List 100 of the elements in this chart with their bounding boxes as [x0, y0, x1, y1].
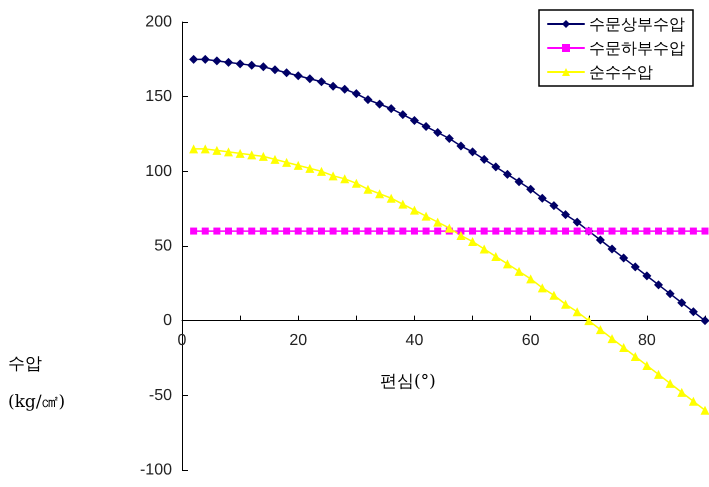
point: [247, 60, 256, 70]
legend-label: 수문상부수압: [589, 14, 685, 34]
point: [550, 228, 558, 235]
point: [632, 228, 639, 235]
x-axis-title: 편심(°): [380, 372, 436, 392]
point: [677, 388, 686, 397]
x-tick-label: 60: [522, 332, 540, 350]
point: [608, 244, 617, 254]
y-tick-label: 0: [163, 312, 172, 330]
point: [572, 307, 582, 316]
point: [386, 194, 396, 203]
point: [318, 228, 325, 235]
point: [305, 74, 314, 84]
point: [236, 148, 245, 158]
point: [468, 147, 478, 156]
point: [236, 59, 245, 68]
point: [538, 283, 547, 292]
x-tick-label: 80: [638, 332, 656, 350]
point: [352, 178, 361, 188]
point: [702, 228, 708, 235]
point: [258, 62, 268, 72]
point: [572, 218, 582, 227]
point: [596, 228, 604, 235]
point: [200, 144, 210, 154]
point: [270, 154, 280, 164]
point: [236, 228, 244, 235]
point: [294, 71, 303, 80]
point: [444, 224, 454, 233]
point: [422, 228, 430, 235]
point: [248, 228, 256, 235]
point: [655, 228, 662, 235]
y-axis-title: 수압 (kg/㎠): [8, 354, 66, 412]
point: [514, 266, 524, 276]
point: [375, 189, 384, 198]
point: [504, 228, 511, 235]
y-tick-label: 50: [154, 238, 172, 254]
point: [561, 210, 570, 220]
point: [608, 334, 617, 344]
point: [643, 228, 650, 235]
point: [642, 360, 652, 370]
point: [328, 82, 338, 91]
point: [468, 237, 478, 246]
y-tick-label: 100: [145, 162, 172, 180]
point: [224, 58, 233, 67]
point: [654, 370, 664, 379]
point: [433, 128, 442, 138]
point: [608, 228, 616, 235]
point: [363, 95, 372, 104]
point: [433, 218, 442, 227]
point: [561, 300, 570, 309]
point: [527, 228, 534, 235]
point: [549, 290, 558, 300]
point: [700, 406, 709, 415]
point: [480, 244, 489, 254]
y-tick-label: 200: [145, 14, 172, 30]
point: [189, 54, 198, 64]
y-tick-label: -100: [140, 462, 172, 478]
x-tick-label: 20: [289, 332, 308, 350]
point: [502, 259, 512, 268]
point: [330, 228, 337, 235]
point: [375, 100, 384, 109]
point: [574, 228, 581, 235]
point: [480, 228, 488, 235]
point: [316, 77, 326, 86]
point: [271, 228, 278, 235]
point: [444, 134, 454, 143]
point: [340, 174, 350, 184]
point: [212, 146, 222, 155]
point: [677, 298, 686, 308]
point: [247, 150, 256, 160]
point: [538, 194, 547, 203]
point: [410, 228, 418, 235]
point: [305, 164, 314, 173]
point: [596, 325, 605, 334]
point: [678, 228, 686, 235]
point: [666, 378, 675, 388]
point: [316, 166, 326, 176]
point: [514, 177, 524, 186]
point: [516, 228, 523, 235]
point: [480, 154, 489, 164]
point: [376, 228, 384, 235]
y-tick-label: -50: [148, 386, 172, 404]
point: [399, 228, 406, 235]
point: [283, 228, 290, 235]
point: [469, 228, 476, 235]
point: [690, 228, 697, 235]
point: [491, 252, 500, 261]
point: [526, 184, 536, 194]
point: [422, 212, 431, 221]
point: [526, 274, 536, 284]
point: [410, 116, 419, 126]
point: [642, 271, 652, 280]
point: [456, 231, 466, 240]
point: [190, 228, 198, 235]
point: [363, 184, 372, 194]
point: [212, 56, 222, 66]
legend-label: 수문하부수압: [589, 38, 685, 58]
point: [270, 65, 280, 74]
point: [340, 84, 350, 94]
point: [502, 170, 512, 179]
